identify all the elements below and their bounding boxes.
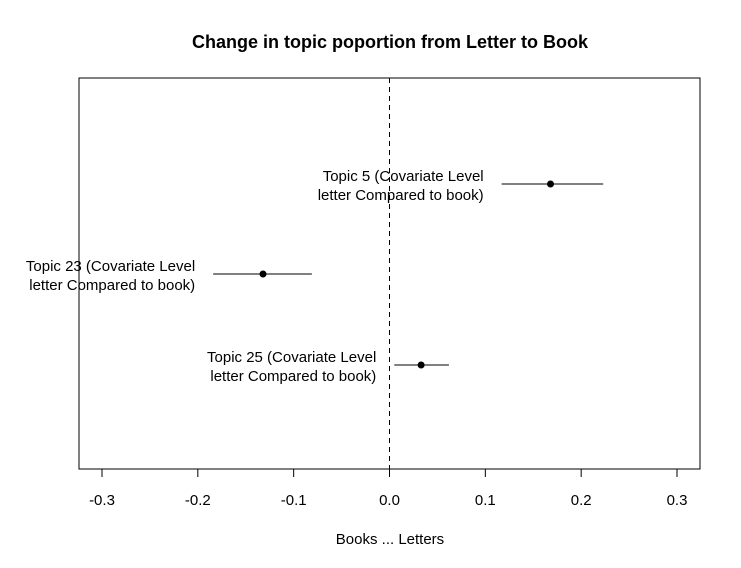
x-tick-label: -0.1	[281, 492, 307, 509]
point-label-line2: letter Compared to book)	[29, 277, 195, 294]
point-estimate	[417, 361, 425, 369]
x-tick-label: 0.3	[667, 492, 688, 509]
x-tick-label: -0.2	[185, 492, 211, 509]
x-axis-label: Books ... Letters	[336, 531, 444, 548]
point-label-line1: Topic 5 (Covariate Level	[323, 168, 484, 185]
point-group: Topic 23 (Covariate Level letter Compared…	[26, 258, 312, 294]
point-estimate	[547, 180, 554, 188]
x-tick-label: 0.1	[475, 492, 496, 509]
point-label-line2: letter Compared to book)	[318, 187, 484, 204]
x-tick-label: -0.3	[89, 492, 115, 509]
point-label-line1: Topic 23 (Covariate Level	[26, 258, 195, 275]
chart-title: Change in topic poportion from Letter to…	[192, 32, 589, 52]
point-group: Topic 25 (Covariate Level letter Compared…	[207, 349, 449, 385]
point-group: Topic 5 (Covariate Level letter Compared …	[318, 168, 604, 204]
point-label-line2: letter Compared to book)	[210, 368, 376, 385]
point-estimate	[259, 270, 267, 278]
x-tick-label: 0.2	[571, 492, 592, 509]
point-label-line1: Topic 25 (Covariate Level	[207, 349, 376, 366]
estimate-points: Topic 5 (Covariate Level letter Compared …	[26, 168, 604, 385]
x-tick-label: 0.0	[379, 492, 400, 509]
x-axis-ticks: -0.3 -0.2 -0.1 0.0 0.1 0.2 0.3	[89, 469, 687, 509]
